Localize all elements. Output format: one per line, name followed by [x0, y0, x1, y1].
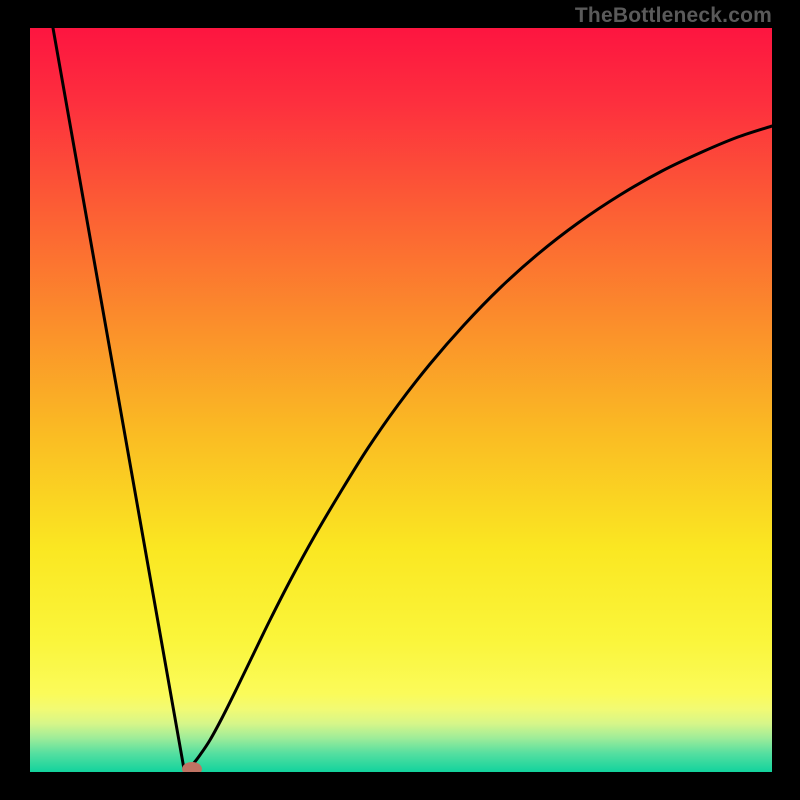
plot-area [30, 28, 772, 772]
chart-frame: TheBottleneck.com [0, 0, 800, 800]
watermark-text: TheBottleneck.com [575, 4, 772, 28]
